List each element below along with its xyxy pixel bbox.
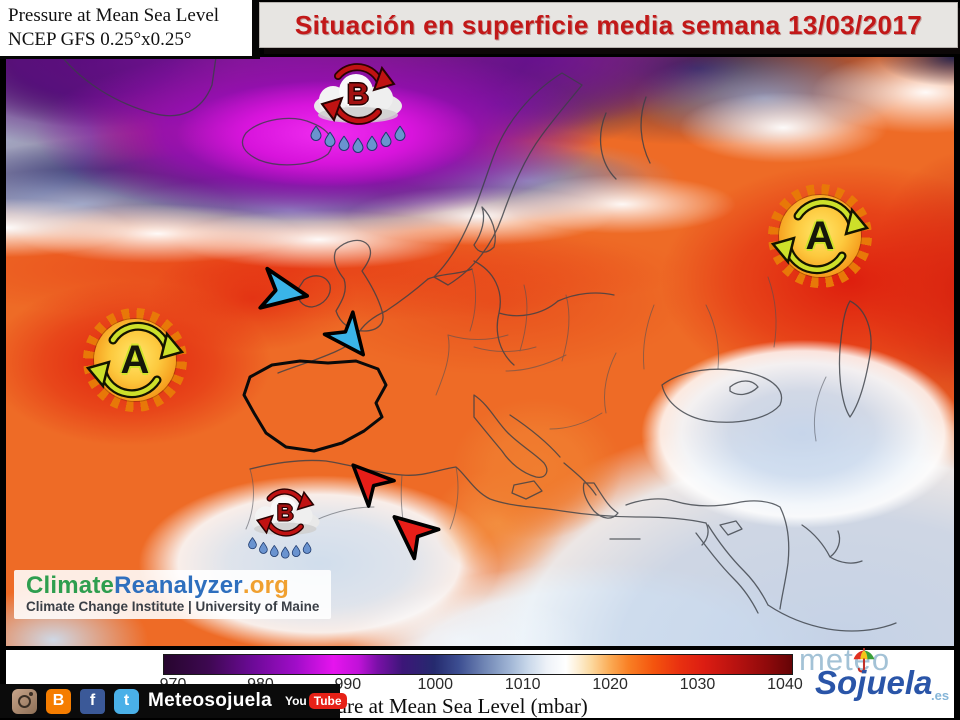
title-banner: Situación en superficie media semana 13/… (259, 2, 958, 48)
iberia-outline (242, 359, 388, 453)
watermark-tld: .org (242, 572, 289, 599)
watermark-brand: ClimateReanalyzer.org (26, 573, 319, 598)
low-pressure-symbol-africa: B (240, 486, 330, 564)
coastlines-layer (61, 57, 897, 632)
colorbar-tick: 1020 (592, 676, 628, 693)
low-pressure-letter: B (347, 78, 369, 111)
blue-flow-arrow (316, 307, 382, 374)
high-pressure-letter: A (120, 337, 150, 382)
twitter-icon[interactable]: t (114, 688, 139, 714)
umbrella-icon (853, 648, 875, 673)
model-variable-label: Pressure at Mean Sea Level (8, 5, 220, 26)
colorbar-tick: 1000 (417, 676, 454, 693)
watermark-climate: Climate (26, 572, 115, 599)
meteosojuela-logo[interactable]: meteo Sojuela .es (793, 642, 955, 714)
clockwise-arrows-icon (770, 197, 870, 275)
storm-cloud-icon (310, 63, 406, 153)
colorbar-tick: 1040 (767, 676, 803, 693)
social-bar: B f t Meteosojuela You Tube (0, 684, 347, 718)
colorbar-tick: 1030 (679, 676, 716, 693)
low-pressure-letter: B (276, 500, 294, 526)
colorbar-ticks: 970 980 990 1000 1010 1020 1030 1040 (151, 676, 807, 694)
pressure-colorbar (163, 654, 793, 675)
logo-tld-text: .es (931, 688, 950, 703)
raindrops (310, 125, 406, 153)
logo-sojuela-text: Sojuela (815, 664, 933, 701)
watermark-reanalyzer: Reanalyzer (114, 572, 243, 599)
youtube-tube-badge: Tube (308, 693, 347, 709)
raindrops (248, 537, 312, 559)
colorbar-tick: 1010 (504, 676, 541, 693)
colorbar-tick: 990 (334, 676, 362, 693)
watermark-institution: Climate Change Institute | University of… (26, 599, 320, 615)
page-title: Situación en superficie media semana 13/… (294, 9, 923, 40)
high-pressure-symbol-atlantic: A (83, 308, 187, 412)
logo-meteo-text: meteo (799, 642, 891, 677)
high-pressure-letter: A (805, 213, 835, 258)
high-pressure-symbol-russia: A (768, 184, 872, 288)
social-brand-label[interactable]: Meteosojuela (148, 690, 272, 711)
youtube-you-label: You (284, 694, 307, 708)
climate-reanalyzer-watermark[interactable]: ClimateReanalyzer.org Climate Change Ins… (14, 570, 332, 620)
low-pressure-symbol-iceland: B (300, 60, 416, 160)
model-info-box: Pressure at Mean Sea Level NCEP GFS 0.25… (0, 0, 260, 59)
blue-flow-arrow (250, 265, 320, 324)
instagram-icon[interactable] (12, 688, 37, 714)
red-flow-arrow (379, 495, 446, 562)
facebook-icon[interactable]: f (80, 688, 105, 714)
youtube-icon[interactable]: You Tube (285, 693, 347, 709)
red-flow-arrow (337, 445, 401, 509)
clockwise-arrows-icon (85, 321, 185, 399)
storm-cloud-icon (248, 488, 320, 559)
blogger-icon[interactable]: B (46, 688, 71, 714)
pressure-field-map (6, 57, 954, 650)
model-name-label: NCEP GFS 0.25°x0.25° (8, 28, 192, 50)
